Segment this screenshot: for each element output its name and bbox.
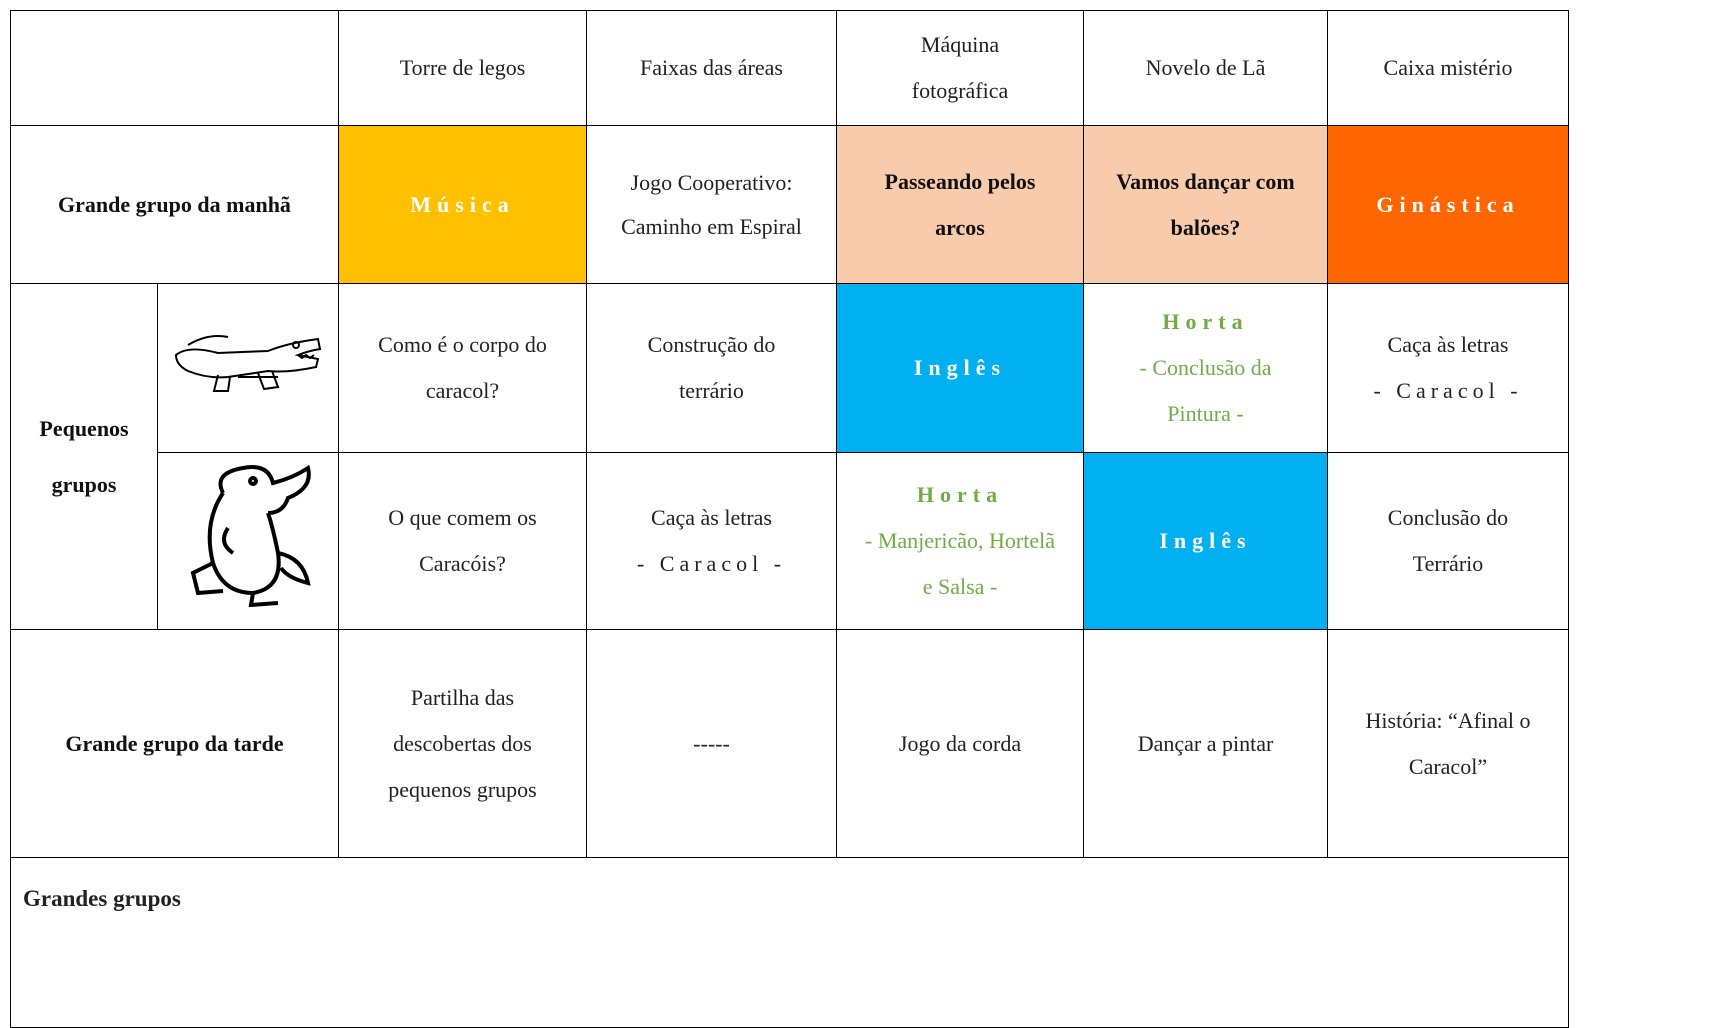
alligator-icon <box>174 335 322 392</box>
icon-cell <box>157 283 339 453</box>
cell: Conclusão do Terrário <box>1327 452 1569 630</box>
morning-row: Grande grupo da manhã Música Jogo Cooper… <box>10 125 1569 284</box>
cell: Vamos dançar com balões? <box>1083 125 1328 284</box>
activity: Inglês <box>1159 528 1252 553</box>
activity-text: - Caracol - <box>636 551 787 576</box>
activity: Passeando pelos arcos <box>884 168 1036 240</box>
activity: Vamos dançar com balões? <box>1116 168 1295 240</box>
row-label: Grande grupo da manhã <box>10 125 339 284</box>
activity-text: - Conclusão da Pintura - <box>1139 355 1272 426</box>
page: Planificação html, body { margin: 0; pad… <box>10 10 1569 1028</box>
activity-title: Horta <box>916 482 1004 507</box>
footer-label: Grandes grupos <box>10 857 1569 1028</box>
activity: História: “Afinal o Caracol” <box>1365 707 1531 779</box>
column-header: Máquina fotográfica <box>836 10 1084 126</box>
cell: Música <box>338 125 587 284</box>
header-text: Máquina fotográfica <box>911 32 1009 103</box>
activity: Jogo Cooperativo: Caminho em Espiral <box>621 169 802 239</box>
label-text: Pequenos grupos <box>39 415 129 497</box>
cell: Dançar a pintar <box>1083 629 1328 858</box>
header-text: Torre de legos <box>399 55 526 80</box>
activity-text: - Caracol - <box>1373 378 1523 403</box>
header-text: Novelo de Lã <box>1145 55 1266 80</box>
activity: Partilha das descobertas dos pequenos gr… <box>388 684 537 802</box>
column-header: Novelo de Lã <box>1083 10 1328 126</box>
cell: Inglês <box>836 283 1084 453</box>
activity-title: Caça às letras <box>651 505 772 530</box>
activity: ----- <box>693 730 730 756</box>
cell: Ginástica <box>1327 125 1569 284</box>
cell: O que comem os Caracóis? <box>338 452 587 630</box>
schedule-table: Torre de legos Faixas das áreas Máquina … <box>10 10 1569 1028</box>
cell: Como é o corpo do caracol? <box>338 283 587 453</box>
cell: ----- <box>586 629 837 858</box>
column-header: Torre de legos <box>338 10 587 126</box>
cell: Partilha das descobertas dos pequenos gr… <box>338 629 587 858</box>
row-label: Grande grupo da tarde <box>10 629 339 858</box>
page-body: {"table": { "columns": ["Torre de legos"… <box>10 10 1569 1028</box>
activity-title: Horta <box>1162 309 1249 334</box>
cell: Construção do terrário <box>586 283 837 453</box>
header-text: Caixa mistério <box>1383 55 1513 80</box>
column-header: Faixas das áreas <box>586 10 837 126</box>
activity: Conclusão do Terrário <box>1387 505 1509 576</box>
cell: Caça às letras - Caracol - <box>1327 283 1569 453</box>
dragon-icon <box>190 464 311 608</box>
cell: Jogo da corda <box>836 629 1084 858</box>
activity: Como é o corpo do caracol? <box>378 332 547 403</box>
activity: O que comem os Caracóis? <box>388 505 537 576</box>
small-group-row: Pequenos grupos Como é o corpo do caraco… <box>10 283 1569 630</box>
column-header: Caixa mistério <box>1327 10 1569 126</box>
cell: Horta - Conclusão da Pintura - <box>1083 283 1328 453</box>
activity-text: - Manjericão, Hortelã e Salsa - <box>865 528 1055 599</box>
cell: Jogo Cooperativo: Caminho em Espiral <box>586 125 837 284</box>
activity: Construção do terrário <box>647 332 776 403</box>
activity: Ginástica <box>1376 191 1520 217</box>
activity-title: Caça às letras <box>1387 332 1509 357</box>
cell: Passeando pelos arcos <box>836 125 1084 284</box>
activity: Dançar a pintar <box>1137 730 1274 756</box>
footer-row: Grandes grupos <box>10 857 1569 1028</box>
afternoon-row: Grande grupo da tarde Partilha das desco… <box>10 629 1569 858</box>
small-group-row: O que comem os Caracóis? Caça às letras … <box>11 452 1569 630</box>
activity: Inglês <box>913 355 1007 380</box>
header-text: Faixas das áreas <box>640 55 783 80</box>
activity: Jogo da corda <box>898 730 1022 756</box>
cell: Inglês <box>1083 452 1328 630</box>
header-row: Torre de legos Faixas das áreas Máquina … <box>10 10 1569 126</box>
cell: História: “Afinal o Caracol” <box>1327 629 1569 858</box>
row-label: Pequenos grupos <box>10 283 158 630</box>
cell: Caça às letras - Caracol - <box>586 452 837 630</box>
corner-cell <box>10 10 339 126</box>
activity: Música <box>410 191 515 217</box>
icon-cell <box>157 452 339 630</box>
cell: Horta - Manjericão, Hortelã e Salsa - <box>836 452 1084 630</box>
